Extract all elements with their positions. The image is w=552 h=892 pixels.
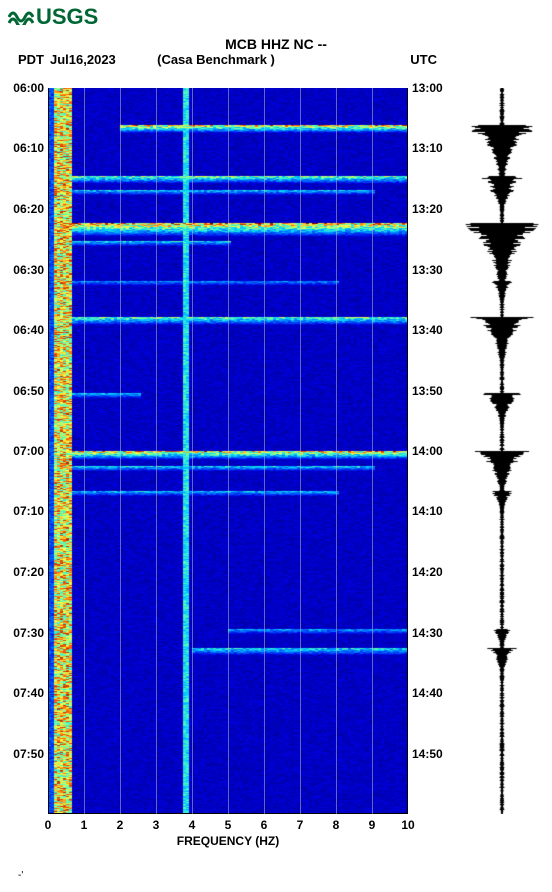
right-time-tick: 13:40 (412, 323, 443, 337)
left-time-tick: 06:40 (13, 323, 44, 337)
left-time-tick: 07:50 (13, 747, 44, 761)
freq-tick: 8 (333, 818, 340, 832)
seismogram-plot (460, 88, 544, 814)
freq-tick: 2 (117, 818, 124, 832)
freq-tick: 9 (369, 818, 376, 832)
station-line: MCB HHZ NC -- (0, 36, 552, 52)
usgs-logo-text: USGS (36, 4, 98, 29)
right-time-tick: 14:30 (412, 626, 443, 640)
left-time-tick: 06:00 (13, 81, 44, 95)
right-time-tick: 13:10 (412, 141, 443, 155)
freq-tick: 1 (81, 818, 88, 832)
right-time-tick: 14:50 (412, 747, 443, 761)
footer-mark: -' (18, 870, 23, 881)
right-time-tick: 13:20 (412, 202, 443, 216)
spectrogram-plot: FREQUENCY (HZ) 06:0006:1006:2006:3006:40… (48, 88, 408, 814)
freq-tick: 0 (45, 818, 52, 832)
right-time-tick: 13:30 (412, 263, 443, 277)
freq-tick: 7 (297, 818, 304, 832)
left-time-tick: 07:00 (13, 444, 44, 458)
seismogram-canvas (460, 88, 544, 814)
freq-tick: 6 (261, 818, 268, 832)
left-time-tick: 06:50 (13, 384, 44, 398)
left-time-tick: 07:40 (13, 686, 44, 700)
tz-right-label: UTC (410, 52, 437, 67)
left-time-tick: 07:10 (13, 504, 44, 518)
freq-tick: 3 (153, 818, 160, 832)
left-time-tick: 06:10 (13, 141, 44, 155)
left-time-tick: 07:20 (13, 565, 44, 579)
left-time-tick: 07:30 (13, 626, 44, 640)
freq-tick: 10 (401, 818, 414, 832)
usgs-logo: USGS (8, 4, 98, 31)
right-time-tick: 13:50 (412, 384, 443, 398)
right-time-tick: 14:40 (412, 686, 443, 700)
right-time-tick: 14:00 (412, 444, 443, 458)
left-time-tick: 06:30 (13, 263, 44, 277)
x-axis-label: FREQUENCY (HZ) (48, 834, 408, 848)
freq-tick: 5 (225, 818, 232, 832)
right-time-tick: 14:10 (412, 504, 443, 518)
right-time-tick: 14:20 (412, 565, 443, 579)
usgs-wave-icon (8, 5, 34, 31)
left-time-tick: 06:20 (13, 202, 44, 216)
subtitle-label: (Casa Benchmark ) (0, 52, 432, 67)
right-time-tick: 13:00 (412, 81, 443, 95)
freq-tick: 4 (189, 818, 196, 832)
